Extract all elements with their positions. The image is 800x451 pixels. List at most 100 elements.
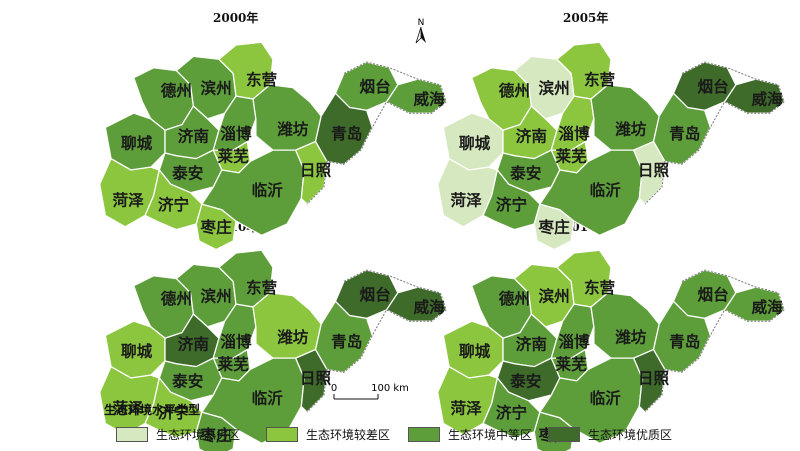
city-label-yantai: 烟台 (360, 285, 391, 304)
legend-label-medium: 生态环境中等区 (448, 427, 533, 442)
city-label-dezhou: 德州 (499, 81, 530, 100)
city-label-zibo: 淄博 (220, 332, 252, 351)
city-label-zibo: 淄博 (558, 124, 590, 143)
city-label-rizhao: 日照 (638, 370, 670, 388)
coastline (306, 61, 447, 205)
scale-start: 0 (331, 383, 337, 394)
city-label-dongying: 东营 (584, 70, 615, 89)
panel-title-2000: 2000年 (213, 11, 259, 25)
city-label-heze: 菏泽 (450, 400, 482, 418)
city-label-laiwu: 莱芜 (556, 354, 588, 373)
region-weifang (590, 84, 660, 151)
legend-swatch-poor (116, 426, 148, 442)
city-label-rizhao: 日照 (300, 162, 332, 180)
coastline (644, 269, 785, 413)
city-label-jining: 济宁 (496, 195, 527, 214)
city-label-binzhou: 滨州 (201, 78, 232, 97)
legend-label-poor: 生态环境恶劣区 (156, 427, 241, 442)
scale-bar: 0 100 km (328, 382, 418, 402)
city-label-taian: 泰安 (509, 164, 541, 183)
city-label-taian: 泰安 (509, 372, 541, 391)
legend-label-good: 生态环境优质区 (588, 427, 673, 442)
city-label-weifang: 潍坊 (615, 328, 647, 347)
city-label-jinan: 济南 (178, 127, 209, 146)
city-label-jinan: 济南 (516, 127, 547, 146)
city-label-dongying: 东营 (584, 278, 615, 297)
legend-item-poor: 生态环境恶劣区 (116, 426, 240, 442)
region-weifang (252, 292, 322, 359)
city-label-qingdao: 青岛 (331, 124, 362, 143)
city-label-weihai: 威海 (414, 298, 446, 317)
city-label-dezhou: 德州 (161, 289, 192, 308)
city-label-rizhao: 日照 (300, 370, 332, 388)
city-label-laiwu: 莱芜 (556, 146, 588, 165)
city-label-zibo: 淄博 (220, 124, 252, 143)
city-label-zaozhuang: 枣庄 (200, 425, 233, 444)
city-label-weifang: 潍坊 (277, 120, 309, 139)
city-label-laiwu: 莱芜 (218, 354, 250, 373)
city-label-dezhou: 德州 (499, 289, 530, 308)
legend-label-weak: 生态环境较差区 (306, 427, 391, 442)
coastline (306, 269, 447, 413)
city-label-zaozhuang: 枣庄 (200, 217, 233, 236)
city-label-rizhao: 日照 (638, 162, 670, 180)
city-label-zibo: 淄博 (558, 332, 590, 351)
city-label-liaocheng: 聊城 (459, 134, 491, 153)
panel-title-2005: 2005年 (563, 11, 609, 25)
city-label-yantai: 烟台 (698, 285, 729, 304)
legend-swatch-weak (266, 426, 298, 442)
city-label-weifang: 潍坊 (615, 120, 647, 139)
city-label-weihai: 威海 (752, 298, 784, 317)
city-label-dongying: 东营 (246, 278, 277, 297)
city-label-jining: 济宁 (158, 195, 189, 214)
city-label-dezhou: 德州 (161, 81, 192, 100)
city-label-linyi: 临沂 (252, 389, 284, 408)
legend-swatch-good (548, 426, 580, 442)
city-label-liaocheng: 聊城 (121, 134, 153, 153)
scale-end: 100 km (371, 383, 409, 394)
city-label-zaozhuang: 枣庄 (538, 217, 571, 236)
city-label-linyi: 临沂 (590, 181, 622, 200)
city-label-dongying: 东营 (246, 70, 277, 89)
city-label-linyi: 临沂 (252, 181, 284, 200)
city-label-yantai: 烟台 (698, 77, 729, 96)
city-label-jining: 济宁 (496, 403, 527, 422)
region-rizhao (632, 348, 666, 413)
city-label-binzhou: 滨州 (539, 78, 570, 97)
city-label-liaocheng: 聊城 (121, 342, 153, 361)
city-label-weihai: 威海 (752, 90, 784, 109)
legend-item-good: 生态环境优质区 (548, 426, 672, 442)
city-label-taian: 泰安 (171, 164, 203, 183)
city-label-qingdao: 青岛 (331, 332, 362, 351)
legend-item-weak: 生态环境较差区 (266, 426, 390, 442)
city-label-yantai: 烟台 (360, 77, 391, 96)
region-rizhao (294, 140, 328, 205)
city-label-taian: 泰安 (171, 372, 203, 391)
city-label-weihai: 威海 (414, 90, 446, 109)
city-label-heze: 菏泽 (450, 192, 482, 210)
region-weifang (590, 292, 660, 359)
north-label: N (418, 18, 425, 28)
coastline (644, 61, 785, 205)
legend-item-medium: 生态环境中等区 (408, 426, 532, 442)
city-label-linyi: 临沂 (590, 389, 622, 408)
city-label-binzhou: 滨州 (201, 286, 232, 305)
city-label-heze: 菏泽 (112, 400, 144, 418)
city-label-laiwu: 莱芜 (218, 146, 250, 165)
city-label-jinan: 济南 (178, 335, 209, 354)
city-label-jining: 济宁 (158, 403, 189, 422)
region-rizhao (294, 348, 328, 413)
city-label-qingdao: 青岛 (669, 124, 700, 143)
legend-swatch-medium (408, 426, 440, 442)
legend-title: 生态环境水平类型 (104, 403, 201, 417)
region-weifang (252, 84, 322, 151)
region-rizhao (632, 140, 666, 205)
north-arrow-icon: N (415, 18, 426, 44)
city-label-liaocheng: 聊城 (459, 342, 491, 361)
city-label-binzhou: 滨州 (539, 286, 570, 305)
